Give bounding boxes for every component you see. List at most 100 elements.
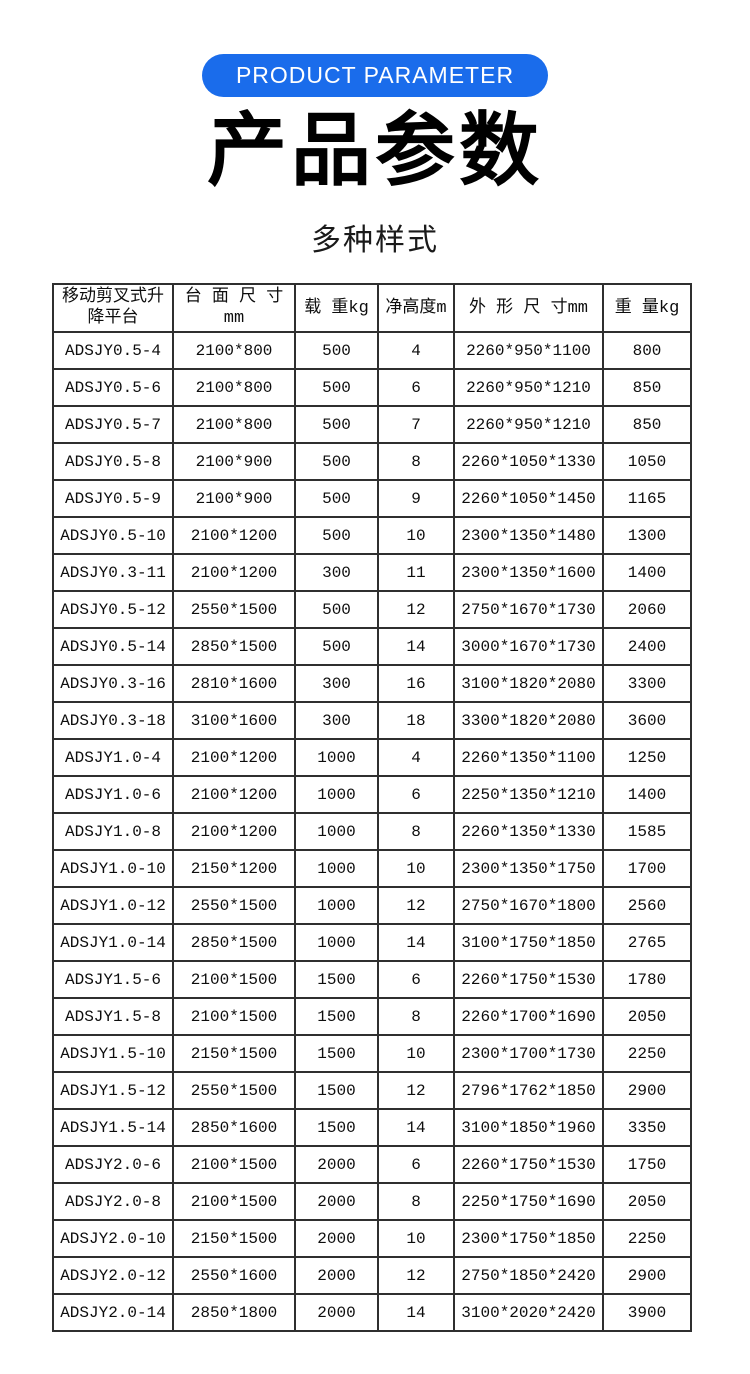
table-cell: 2850*1600 [172,1108,296,1147]
table-cell: 1300 [602,516,692,555]
table-cell: ADSJY0.3-11 [52,553,174,592]
table-cell: 3600 [602,701,692,740]
table-cell: 2100*800 [172,405,296,444]
table-cell: 800 [602,331,692,370]
table-cell: 2750*1670*1730 [453,590,604,629]
table-cell: ADSJY0.5-14 [52,627,174,666]
table-cell: 2550*1600 [172,1256,296,1295]
table-cell: 2100*1500 [172,1182,296,1221]
table-cell: 12 [377,1071,455,1110]
table-cell: 500 [294,405,379,444]
table-cell: 2100*800 [172,331,296,370]
table-row: ADSJY1.5-6 2100*1500 1500 6 2260*1750*1530 17… [52,960,692,999]
table-row: ADSJY1.0-10 2150*1200 1000 10 2300*1350*1750… [52,849,692,888]
table-cell: 2260*950*1210 [453,368,604,407]
table-cell: ADSJY0.5-4 [52,331,174,370]
table-cell: 1585 [602,812,692,851]
table-row: ADSJY1.5-8 2100*1500 1500 8 2260*1700*1690 20… [52,997,692,1036]
table-cell: ADSJY0.5-10 [52,516,174,555]
table-cell: 2100*900 [172,442,296,481]
table-cell: 2050 [602,1182,692,1221]
table-cell: 2150*1200 [172,849,296,888]
table-cell: 2260*950*1100 [453,331,604,370]
table-cell: ADSJY1.0-8 [52,812,174,851]
table-cell: 500 [294,368,379,407]
table-cell: 1000 [294,923,379,962]
table-cell: 850 [602,405,692,444]
table-cell: 2850*1800 [172,1293,296,1332]
table-cell: 1000 [294,812,379,851]
table-cell: 14 [377,627,455,666]
table-cell: 2560 [602,886,692,925]
table-cell: 3100*1750*1850 [453,923,604,962]
table-cell: 1000 [294,738,379,777]
table-cell: 1750 [602,1145,692,1184]
column-header-model: 移动剪叉式升降平台 [52,283,174,333]
table-cell: 2250 [602,1034,692,1073]
column-header-platform-size: 台 面 尺 寸mm [172,283,296,333]
table-cell: 2250 [602,1219,692,1258]
table-cell: 1500 [294,997,379,1036]
table-cell: 11 [377,553,455,592]
table-cell: 3900 [602,1293,692,1332]
table-cell: 2260*1350*1100 [453,738,604,777]
table-cell: 2796*1762*1850 [453,1071,604,1110]
table-cell: 500 [294,479,379,518]
table-cell: 2260*1700*1690 [453,997,604,1036]
table-cell: 3100*1600 [172,701,296,740]
table-cell: 16 [377,664,455,703]
table-row: ADSJY2.0-10 2150*1500 2000 10 2300*1750*1850… [52,1219,692,1258]
table-row: ADSJY0.3-11 2100*1200 300 11 2300*1350*1600 1… [52,553,692,592]
table-row: ADSJY2.0-6 2100*1500 2000 6 2260*1750*1530 17… [52,1145,692,1184]
table-cell: 18 [377,701,455,740]
table-row: ADSJY0.3-16 2810*1600 300 16 3100*1820*2080 3… [52,664,692,703]
table-cell: 10 [377,516,455,555]
table-cell: 3350 [602,1108,692,1147]
table-cell: 1780 [602,960,692,999]
table-cell: 12 [377,1256,455,1295]
table-cell: 1500 [294,1034,379,1073]
table-cell: 10 [377,1219,455,1258]
table-cell: 2100*1500 [172,1145,296,1184]
table-row: ADSJY2.0-14 2850*1800 2000 14 3100*2020*2420… [52,1293,692,1332]
table-cell: 3100*1850*1960 [453,1108,604,1147]
table-cell: 14 [377,923,455,962]
table-cell: 2260*1350*1330 [453,812,604,851]
table-cell: 2400 [602,627,692,666]
table-cell: 2900 [602,1071,692,1110]
table-cell: 1250 [602,738,692,777]
table-cell: 2850*1500 [172,627,296,666]
table-cell: 1500 [294,1108,379,1147]
table-cell: 1000 [294,849,379,888]
table-cell: 2850*1500 [172,923,296,962]
table-cell: 1165 [602,479,692,518]
table-cell: 1500 [294,960,379,999]
table-cell: 2300*1350*1480 [453,516,604,555]
table-cell: 12 [377,590,455,629]
column-header-weight: 重 量kg [602,283,692,333]
table-cell: 2150*1500 [172,1034,296,1073]
table-row: ADSJY1.0-8 2100*1200 1000 8 2260*1350*1330 15… [52,812,692,851]
table-cell: 2000 [294,1145,379,1184]
table-cell: 1050 [602,442,692,481]
table-cell: 1700 [602,849,692,888]
table-cell: 500 [294,590,379,629]
table-row: ADSJY1.5-14 2850*1600 1500 14 3100*1850*1960… [52,1108,692,1147]
table-cell: 12 [377,886,455,925]
table-cell: 6 [377,960,455,999]
table-row: ADSJY0.5-8 2100*900 500 8 2260*1050*1330 1050 [52,442,692,481]
table-cell: 2000 [294,1182,379,1221]
table-cell: ADSJY2.0-14 [52,1293,174,1332]
table-cell: 2100*1200 [172,738,296,777]
table-cell: 3000*1670*1730 [453,627,604,666]
table-cell: 4 [377,738,455,777]
table-row: ADSJY0.5-9 2100*900 500 9 2260*1050*1450 1165 [52,479,692,518]
table-cell: 2260*1750*1530 [453,960,604,999]
table-cell: 2000 [294,1219,379,1258]
table-cell: ADSJY0.5-12 [52,590,174,629]
table-cell: 2260*950*1210 [453,405,604,444]
table-cell: 2000 [294,1293,379,1332]
table-row: ADSJY0.5-10 2100*1200 500 10 2300*1350*1480 1… [52,516,692,555]
table-cell: 2250*1350*1210 [453,775,604,814]
table-cell: ADSJY1.0-14 [52,923,174,962]
